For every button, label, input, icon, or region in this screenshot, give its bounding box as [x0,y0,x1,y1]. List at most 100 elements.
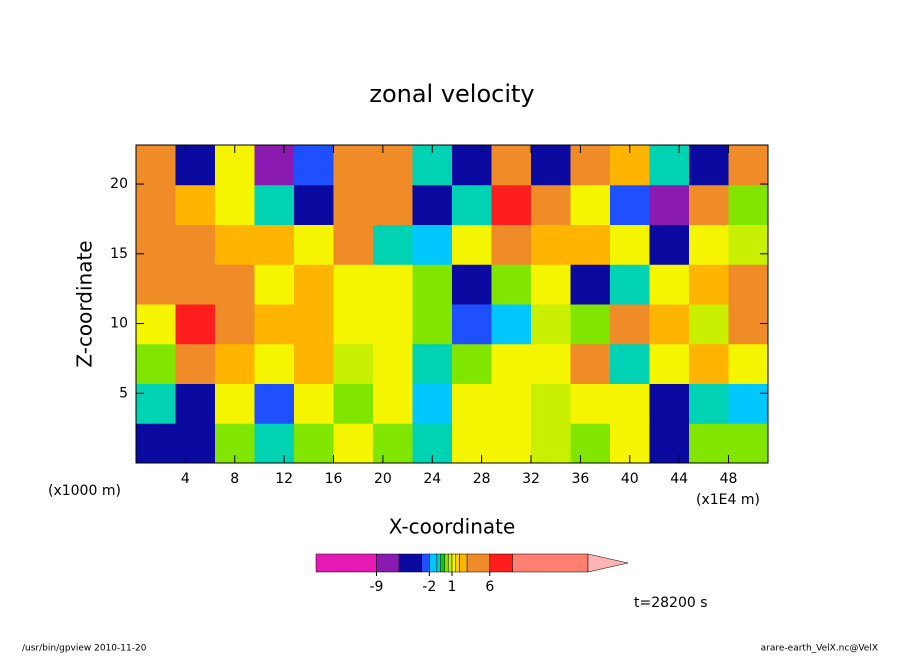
contour-cell [136,343,176,384]
contour-cell [649,224,690,265]
contour-cell [294,145,334,186]
colorbar-segment [421,553,430,573]
contour-cell [373,383,413,424]
contour-cell [491,145,532,186]
contour-cell [649,304,690,345]
contour-cell [452,184,492,225]
contour-cell [491,343,532,384]
contour-cell [373,184,413,225]
contour-cell [728,184,769,225]
x-tick-label: 24 [423,471,441,487]
x-tick-label: 12 [275,471,293,487]
contour-cell [570,184,611,225]
x-tick-label: 4 [181,471,190,487]
x-tick-label: 16 [325,471,343,487]
contour-cell [412,184,453,225]
contour-cell [491,184,532,225]
contour-cell [254,184,295,225]
contour-cell [570,145,611,186]
contour-cell [728,423,769,464]
footer-right: arare-earth_VelX.nc@VelX [761,644,878,654]
contour-cell [649,264,690,305]
contour-cell [294,224,334,265]
colorbar-segment [315,553,377,573]
contour-cell [728,145,769,186]
contour-cell [254,423,295,464]
colorbar-segment [455,553,460,573]
contour-cell [452,304,492,345]
contour-cell [689,383,729,424]
contour-cell [333,224,374,265]
contour-cell [333,343,374,384]
contour-cell [570,264,611,305]
colorbar-tick-label: 1 [448,579,457,595]
time-label: t=28200 s [634,595,708,611]
colorbar-segment [376,553,400,573]
contour-cell [254,264,295,305]
contour-cell [728,343,769,384]
contour-cell [136,224,176,265]
colorbar-tick-label: -2 [422,579,436,595]
contour-cell [373,145,413,186]
contour-cell [373,304,413,345]
y-axis-label: Z-coordinate [73,240,97,367]
x-tick-label: 44 [670,471,688,487]
contour-cell [689,184,729,225]
contour-cell [531,264,571,305]
contour-cell [531,383,571,424]
contour-cell [373,264,413,305]
colorbar-segment [512,553,589,573]
footer-left: /usr/bin/gpview 2010-11-20 [22,644,147,654]
contour-cell [491,423,532,464]
contour-cell [491,224,532,265]
contour-cell [570,383,611,424]
colorbar-segment [451,553,457,573]
contour-cell [294,304,334,345]
x-tick-label: 48 [720,471,738,487]
contour-cell [333,184,374,225]
contour-cell [570,304,611,345]
contour-cell [412,383,453,424]
contour-cell [610,264,650,305]
contour-cell [610,343,650,384]
contour-cell [254,343,295,384]
colorbar-tick-label: 6 [485,579,494,595]
x-unit: (x1000 m) [48,483,121,499]
contour-cell [689,145,729,186]
x-tick-label: 40 [621,471,639,487]
contour-cell [294,383,334,424]
colorbar-tick-label: -9 [369,579,383,595]
contour-cell [531,423,571,464]
contour-cell [649,184,690,225]
contour-cell [728,304,769,345]
contour-cell [689,304,729,345]
contour-cell [452,224,492,265]
contour-cell [452,264,492,305]
contour-cell [689,423,729,464]
contour-cell [294,264,334,305]
contour-cell [689,264,729,305]
x-tick-label: 28 [473,471,491,487]
contour-cell [531,343,571,384]
contour-cell [136,184,176,225]
contour-cell [412,304,453,345]
x-tick-label: 36 [571,471,589,487]
contour-cell [689,224,729,265]
contour-cell [728,224,769,265]
y-tick-label: 15 [110,246,128,262]
contour-cell [333,423,374,464]
contour-cell [254,224,295,265]
contour-cell [215,224,255,265]
contour-cell [254,383,295,424]
contour-cell [333,145,374,186]
contour-cell [728,383,769,424]
contour-cell [294,184,334,225]
contour-cell [254,145,295,186]
contour-cell [136,145,176,186]
colorbar-segment [489,553,513,573]
contour-cell [610,184,650,225]
contour-cell [136,304,176,345]
contour-cell [570,343,611,384]
colorbar-segment [444,553,449,573]
contour-cell [531,184,571,225]
